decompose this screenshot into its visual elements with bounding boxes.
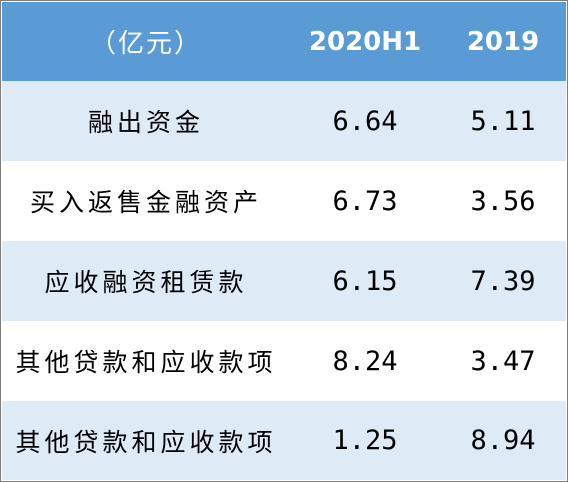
table-header-row: （亿元） 2020H1 2019 <box>2 2 566 81</box>
value-2019: 3.47 <box>470 345 536 377</box>
row-divider <box>2 161 566 162</box>
value-2020h1: 6.73 <box>332 185 398 217</box>
row-label: 应收融资租赁款 <box>44 268 248 297</box>
table-row: 其他贷款和应收款项 8.24 3.47 <box>2 322 566 400</box>
row-divider <box>2 400 566 401</box>
table-row: 应收融资租赁款 6.15 7.39 <box>2 241 566 321</box>
value-2019: 3.56 <box>470 185 536 217</box>
header-unit-label: （亿元） <box>89 29 202 59</box>
header-2020h1: 2020H1 <box>308 26 422 57</box>
row-label: 融出资金 <box>87 108 204 137</box>
row-label: 买入返售金融资产 <box>29 188 262 217</box>
value-2020h1: 6.15 <box>332 265 398 297</box>
row-label: 其他贷款和应收款项 <box>15 427 277 457</box>
value-2020h1: 6.64 <box>332 105 398 137</box>
table-row: 买入返售金融资产 6.73 3.56 <box>2 162 566 240</box>
table-row: 其他贷款和应收款项 1.25 8.94 <box>2 401 566 480</box>
value-2019: 8.94 <box>470 425 536 456</box>
table-row: 融出资金 6.64 5.11 <box>2 81 566 161</box>
row-label: 其他贷款和应收款项 <box>15 348 277 377</box>
header-2019: 2019 <box>466 26 540 57</box>
row-divider <box>2 321 566 322</box>
value-2020h1: 8.24 <box>332 345 398 377</box>
value-2020h1: 1.25 <box>332 425 398 456</box>
row-divider <box>2 240 566 241</box>
value-2019: 5.11 <box>470 105 536 137</box>
value-2019: 7.39 <box>470 265 536 297</box>
